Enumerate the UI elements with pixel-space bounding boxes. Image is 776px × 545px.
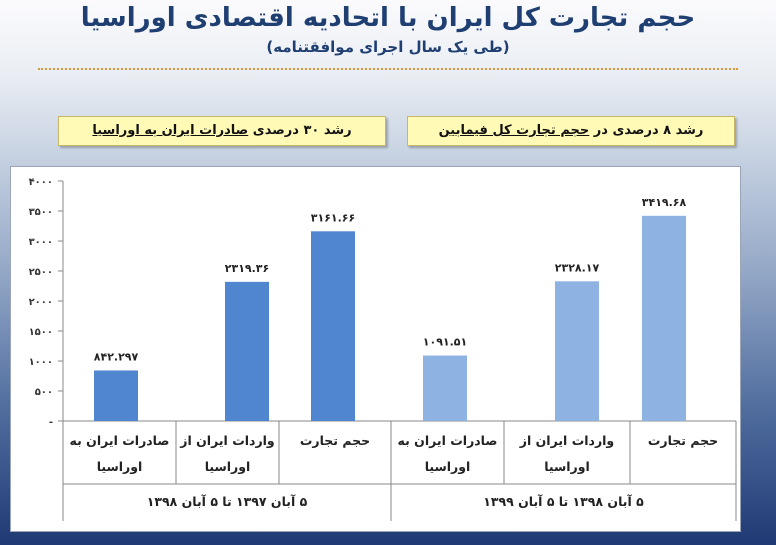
group-label: ۵ آبان ۱۳۹۸ تا ۵ آبان ۱۳۹۹ bbox=[483, 494, 644, 509]
title-divider bbox=[38, 68, 738, 70]
callout-left-underlined: صادرات ایران به اوراسیا bbox=[92, 123, 249, 138]
y-tick-label: ۴۰۰۰ bbox=[29, 177, 53, 188]
callout-left-text: رشد ۳۰ درصدی bbox=[248, 123, 352, 138]
bar-value-label: ۱۰۹۱.۵۱ bbox=[423, 336, 467, 349]
callout-total-trade-growth: رشد ۸ درصدی در حجم تجارت کل فیمابین bbox=[407, 116, 735, 146]
category-label: اوراسیا bbox=[204, 459, 251, 474]
bar-3 bbox=[311, 231, 355, 421]
y-tick-label: - bbox=[49, 417, 53, 428]
bar-2 bbox=[225, 281, 269, 421]
category-label: صادرات ایران به bbox=[397, 433, 498, 448]
category-label: اوراسیا bbox=[96, 459, 143, 474]
callout-right-underlined: حجم تجارت کل فیمابین bbox=[438, 123, 590, 138]
bar-4 bbox=[423, 355, 467, 421]
bar-1 bbox=[94, 370, 138, 421]
category-label: واردات ایران از bbox=[519, 433, 615, 448]
category-label: واردات ایران از bbox=[180, 433, 275, 448]
category-label: اوراسیا bbox=[424, 459, 471, 474]
y-tick-label: ۳۰۰۰ bbox=[29, 237, 53, 248]
bar-chart: - ۵۰۰ ۱۰۰۰ ۱۵۰۰ ۲۰۰۰ ۲۵۰۰ ۳۰۰۰ ۳۵۰۰ ۴۰۰۰ ۸۴۲.۲۹۷ ۲… bbox=[29, 177, 737, 521]
callout-right-text: رشد ۸ درصدی در bbox=[589, 123, 704, 138]
bar-5 bbox=[555, 281, 599, 421]
bar-6 bbox=[642, 215, 686, 421]
bar-value-label: ۲۳۲۸.۱۷ bbox=[555, 261, 600, 274]
y-tick-label: ۲۰۰۰ bbox=[29, 297, 53, 308]
y-tick-label: ۲۵۰۰ bbox=[29, 267, 53, 278]
bar-value-label: ۲۳۱۹.۳۶ bbox=[225, 262, 269, 275]
category-label: حجم تجارت bbox=[647, 433, 719, 448]
category-label: صادرات ایران به bbox=[69, 433, 170, 448]
callout-export-growth: رشد ۳۰ درصدی صادرات ایران به اوراسیا bbox=[58, 116, 386, 146]
bar-value-label: ۳۱۶۱.۶۶ bbox=[311, 211, 355, 224]
page-subtitle: (طی یک سال اجرای موافقتنامه) bbox=[266, 38, 510, 56]
category-label: اوراسیا bbox=[544, 459, 590, 474]
y-tick-label: ۱۰۰۰ bbox=[29, 357, 53, 368]
chart-panel: - ۵۰۰ ۱۰۰۰ ۱۵۰۰ ۲۰۰۰ ۲۵۰۰ ۳۰۰۰ ۳۵۰۰ ۴۰۰۰ ۸۴۲.۲۹۷ ۲… bbox=[10, 166, 741, 532]
page-title: حجم تجارت کل ایران با اتحادیه اقتصادی او… bbox=[80, 3, 696, 33]
y-tick-label: ۱۵۰۰ bbox=[29, 327, 53, 338]
category-label: حجم تجارت bbox=[299, 433, 371, 448]
y-tick-label: ۳۵۰۰ bbox=[29, 207, 53, 218]
bar-value-label: ۳۴۱۹.۶۸ bbox=[642, 196, 687, 209]
bar-value-label: ۸۴۲.۲۹۷ bbox=[94, 350, 139, 363]
y-tick-label: ۵۰۰ bbox=[35, 387, 53, 398]
group-label: ۵ آبان ۱۳۹۷ تا ۵ آبان ۱۳۹۸ bbox=[146, 494, 308, 509]
